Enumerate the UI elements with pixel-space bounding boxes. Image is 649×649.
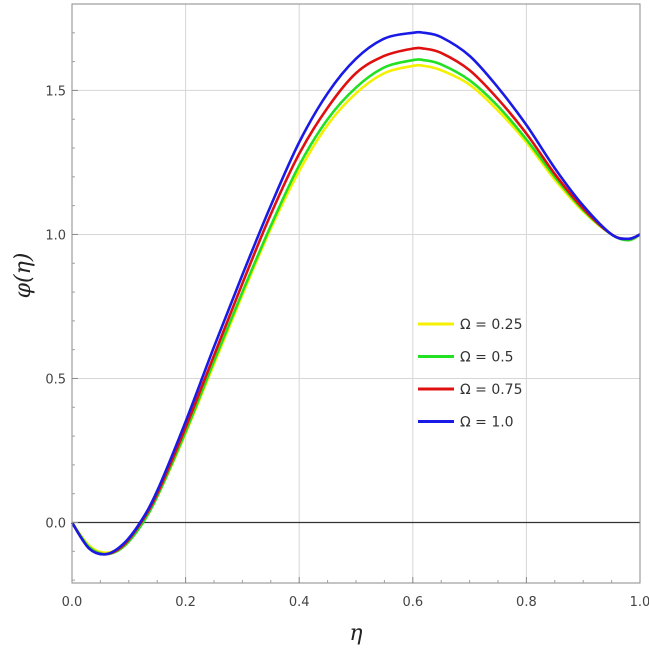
legend: Ω = 0.25 Ω = 0.5 Ω = 0.75 Ω = 1.0 <box>418 317 523 431</box>
y-tick-label: 0.5 <box>45 372 66 387</box>
x-tick-label: 0.2 <box>175 595 196 610</box>
x-tick-label: 0.4 <box>289 595 310 610</box>
legend-label-3: Ω = 0.75 <box>460 382 523 398</box>
y-tick-label: 1.0 <box>45 228 66 243</box>
y-axis-title: φ(η) <box>11 253 36 299</box>
series-layer <box>70 30 641 556</box>
y-tick-label: 0.0 <box>45 517 66 532</box>
legend-label-1: Ω = 0.25 <box>460 317 523 333</box>
y-tick-label: 1.5 <box>45 84 66 99</box>
x-tick-label: 0.0 <box>62 595 83 610</box>
x-tick-label: 0.6 <box>402 595 423 610</box>
series-line-4 <box>70 30 641 556</box>
legend-label-4: Ω = 1.0 <box>460 415 514 431</box>
x-tick-label: 0.8 <box>516 595 537 610</box>
series-line-2 <box>70 58 641 556</box>
legend-label-2: Ω = 0.5 <box>460 350 514 366</box>
x-axis-title: η <box>349 621 362 646</box>
tick-layer: 0.0 0.2 0.4 0.6 0.8 1.0 0.0 0.5 1.0 1.5 <box>45 32 649 610</box>
series-line-3 <box>70 46 641 556</box>
x-tick-label: 1.0 <box>630 595 649 610</box>
series-line-1 <box>70 63 641 555</box>
